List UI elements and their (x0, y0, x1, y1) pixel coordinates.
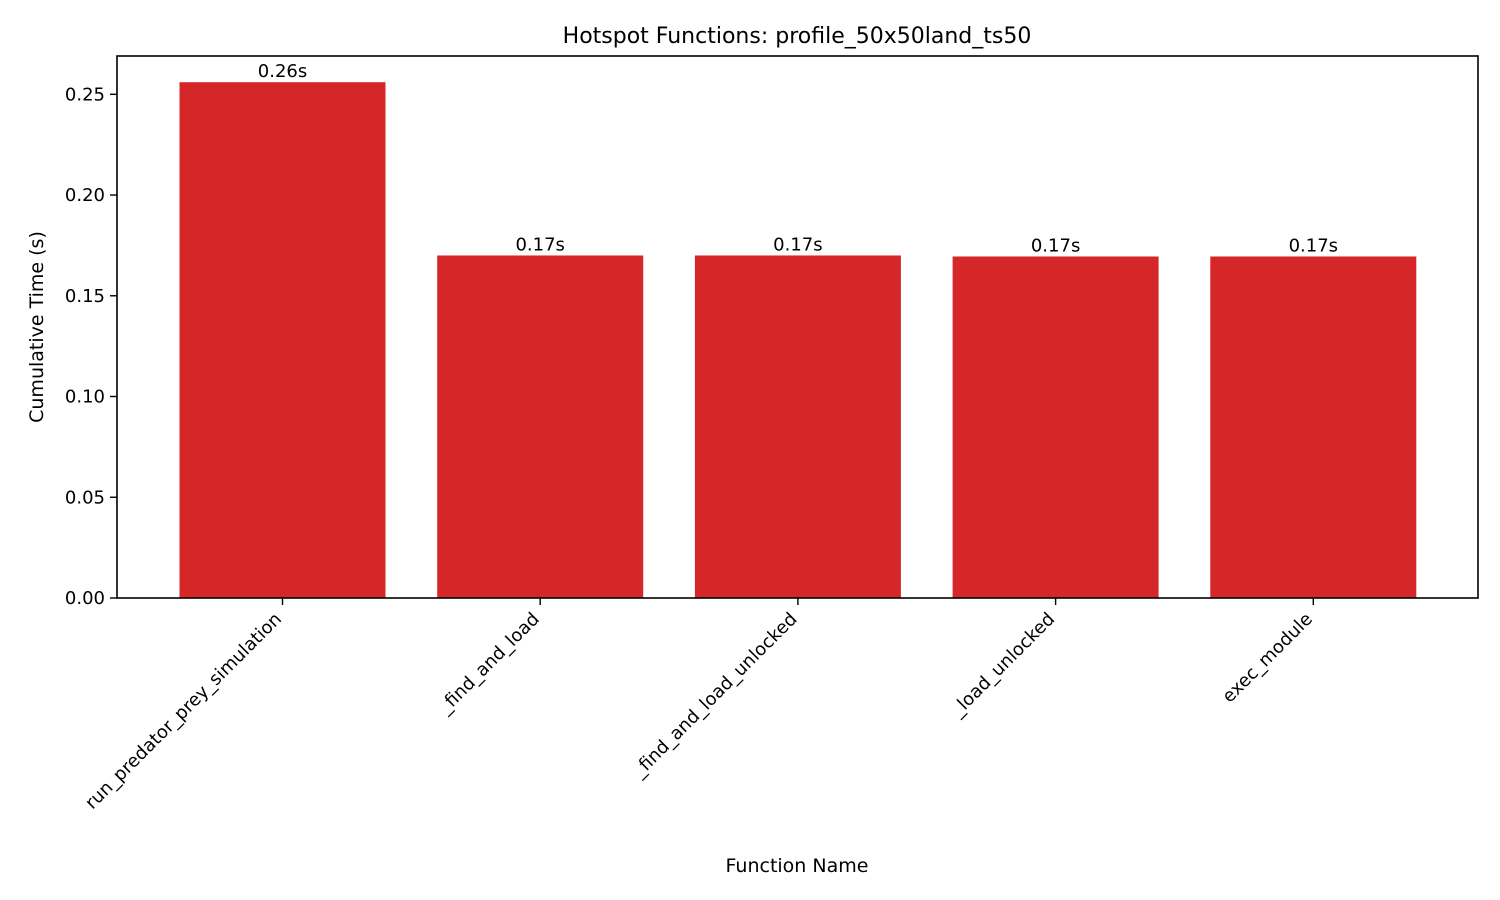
y-tick-label: 0.00 (65, 588, 105, 609)
bar-2 (437, 255, 644, 599)
chart-title: Hotspot Functions: profile_50x50land_ts5… (563, 24, 1032, 49)
bar-5 (1210, 256, 1417, 598)
bar-4 (952, 256, 1159, 598)
y-axis-ticks: 0.00 0.05 0.10 0.15 0.20 0.25 (65, 84, 117, 609)
bar-value-label: 0.17s (773, 234, 822, 255)
bar-value-label: 0.17s (515, 234, 564, 255)
y-tick-label: 0.20 (65, 185, 105, 206)
bars (179, 82, 1417, 599)
y-tick-label: 0.10 (65, 387, 105, 408)
bar-value-label: 0.26s (258, 61, 307, 82)
bar-1 (179, 82, 386, 599)
data-labels: 0.26s 0.17s 0.17s 0.17s 0.17s (258, 61, 1338, 256)
y-tick-label: 0.25 (65, 84, 105, 105)
bar-3 (694, 255, 901, 599)
bar-value-label: 0.17s (1031, 235, 1080, 256)
y-tick-label: 0.05 (65, 487, 105, 508)
y-axis-label: Cumulative Time (s) (26, 231, 48, 423)
plot-frame (116, 55, 1479, 599)
x-axis-label: Function Name (726, 855, 869, 877)
bar-value-label: 0.17s (1289, 235, 1338, 256)
y-tick-label: 0.15 (65, 286, 105, 307)
